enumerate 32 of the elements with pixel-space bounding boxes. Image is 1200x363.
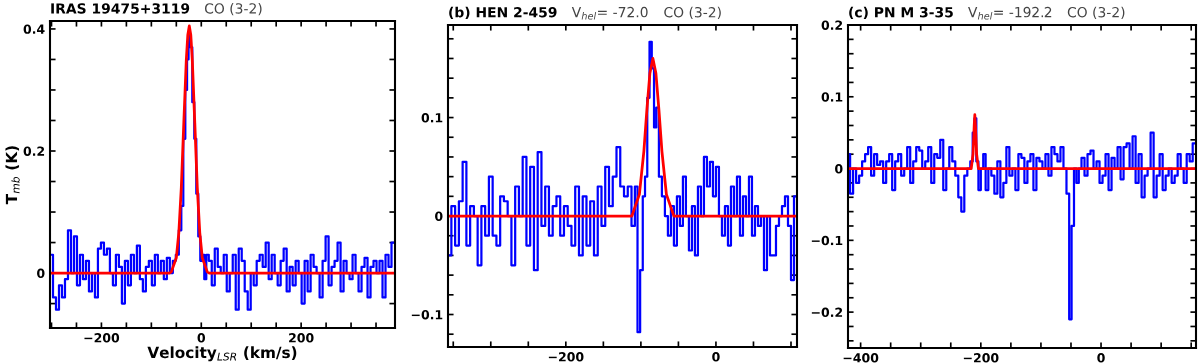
text: CO (3-2) xyxy=(1067,6,1125,20)
y-axis-title: T$_{mb}$ (K) xyxy=(5,146,20,205)
x-tick-label: 0 xyxy=(712,352,720,362)
y-tick-label: −0.2 xyxy=(811,307,843,318)
x-tick-label: 0 xyxy=(1097,353,1105,363)
y-tick-label: 0.1 xyxy=(421,113,443,123)
line-series xyxy=(448,57,797,218)
x-tick-label: 0 xyxy=(197,333,206,343)
x-tick-label: −200 xyxy=(548,352,584,362)
y-tick-label: 0.2 xyxy=(821,20,843,30)
text: CO (3-2) xyxy=(664,6,721,20)
x-tick-label: −200 xyxy=(84,333,120,343)
y-tick-label: 0 xyxy=(37,268,45,278)
y-tick-label: 0.4 xyxy=(23,24,45,34)
y-tick-label: 0.1 xyxy=(821,92,843,102)
y-tick-label: 0 xyxy=(835,164,843,174)
chart-title: (c) PN M 3-35 xyxy=(849,6,953,20)
x-tick-label: 200 xyxy=(289,333,314,343)
x-tick-label: −400 xyxy=(843,353,879,363)
x-axis-title: Velocity$_{LSR}$ (km/s) xyxy=(147,346,297,362)
line-series xyxy=(848,113,1196,170)
text: CO (3-2) xyxy=(204,2,262,16)
y-tick-label: −0.1 xyxy=(411,309,443,320)
chart-title: IRAS 19475+3119 xyxy=(51,3,190,14)
x-tick-label: −200 xyxy=(963,353,999,363)
y-tick-label: 0.2 xyxy=(23,146,45,156)
chart-subtitle: V$_{hel}$= -192.2 xyxy=(968,6,1052,20)
chart-title: (b) HEN 2-459 xyxy=(449,6,557,20)
chart-subtitle: V$_{hel}$= -72.0 xyxy=(571,6,648,20)
y-tick-label: 0 xyxy=(435,211,443,221)
line-series xyxy=(50,24,395,275)
y-tick-label: −0.1 xyxy=(811,235,843,246)
